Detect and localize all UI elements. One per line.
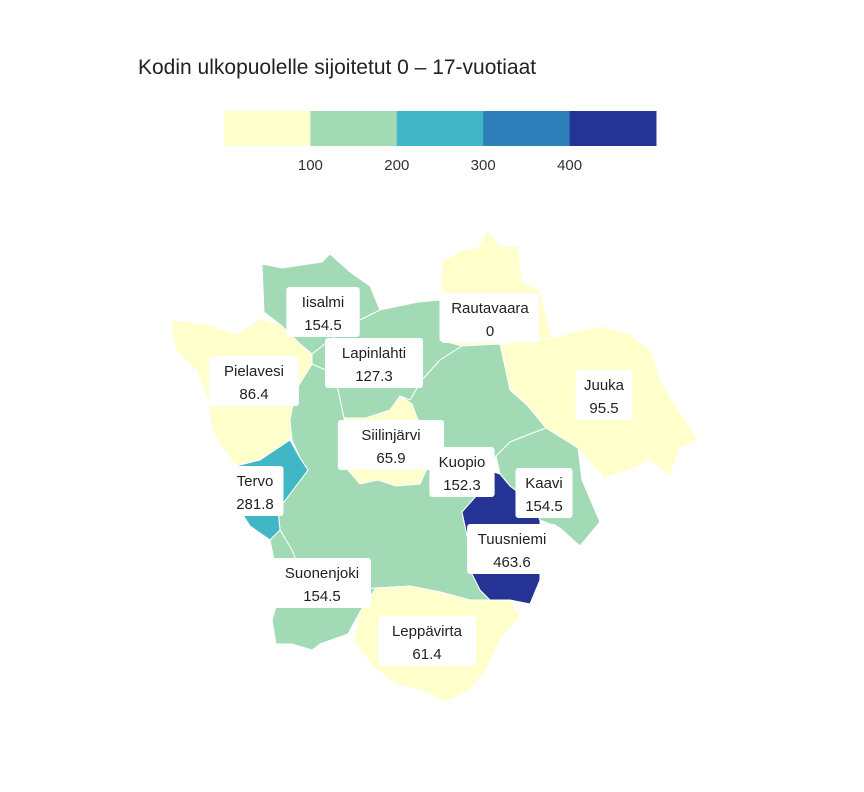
legend-bin [396,111,484,146]
label-box [273,558,371,608]
label-box [325,338,423,388]
municipality-value: 0 [486,323,494,340]
map-label-tervo: Tervo 281.8 [226,466,284,516]
map-label-lapinlahti: Lapinlahti 127.3 [325,338,423,388]
municipality-name: Juuka [584,377,625,394]
municipality-name: Rautavaara [451,300,529,317]
municipality-name: Tuusniemi [478,531,547,548]
municipality-name: Kuopio [439,454,486,471]
municipality-name: Suonenjoki [285,565,359,582]
label-box [337,420,445,470]
municipality-value: 154.5 [525,498,563,515]
municipality-name: Kaavi [525,475,563,492]
municipality-value: 65.9 [376,450,405,467]
map-label-tuusniemi: Tuusniemi 463.6 [467,524,557,574]
municipality-name: Lapinlahti [342,345,406,362]
map-label-kuopio: Kuopio 152.3 [429,447,495,497]
color-legend: 100 200 300 400 [224,111,657,174]
municipality-value: 127.3 [355,368,393,385]
map-title: Kodin ulkopuolelle sijoitetut 0 – 17-vuo… [138,56,537,79]
legend-tick-label: 200 [384,157,409,174]
municipality-value: 281.8 [236,496,274,513]
map-label-leppavirta: Leppävirta 61.4 [378,616,476,666]
municipality-value: 154.5 [304,317,342,334]
legend-bin [224,111,311,146]
municipality-name: Leppävirta [392,623,463,640]
label-box [467,524,557,574]
legend-tick-label: 100 [298,157,323,174]
label-box [429,447,495,497]
municipality-value: 154.5 [303,588,341,605]
label-box [209,356,299,406]
map-label-juuka: Juuka 95.5 [575,370,633,420]
municipality-value: 463.6 [493,554,531,571]
label-box [575,370,633,420]
municipality-name: Pielavesi [224,363,284,380]
label-box [441,293,539,343]
legend-tick-label: 300 [471,157,496,174]
municipality-value: 86.4 [239,386,268,403]
legend-bin [483,111,571,146]
label-box [286,287,360,337]
map-label-rautavaara: Rautavaara 0 [441,293,539,343]
map-label-suonenjoki: Suonenjoki 154.5 [273,558,371,608]
map-label-kaavi: Kaavi 154.5 [515,468,573,518]
municipality-name: Siilinjärvi [361,427,420,444]
municipality-name: Tervo [237,473,274,490]
municipality-name: Iisalmi [302,294,345,311]
legend-bin [569,111,657,146]
map-label-pielavesi: Pielavesi 86.4 [209,356,299,406]
legend-bin [310,111,398,146]
municipality-value: 152.3 [443,477,481,494]
map-label-siilinjarvi: Siilinjärvi 65.9 [337,420,445,470]
map-label-iisalmi: Iisalmi 154.5 [286,287,360,337]
municipality-value: 95.5 [589,400,618,417]
label-box [515,468,573,518]
municipality-value: 61.4 [412,646,441,663]
label-box [378,616,476,666]
label-box [226,466,284,516]
legend-tick-label: 400 [557,157,582,174]
